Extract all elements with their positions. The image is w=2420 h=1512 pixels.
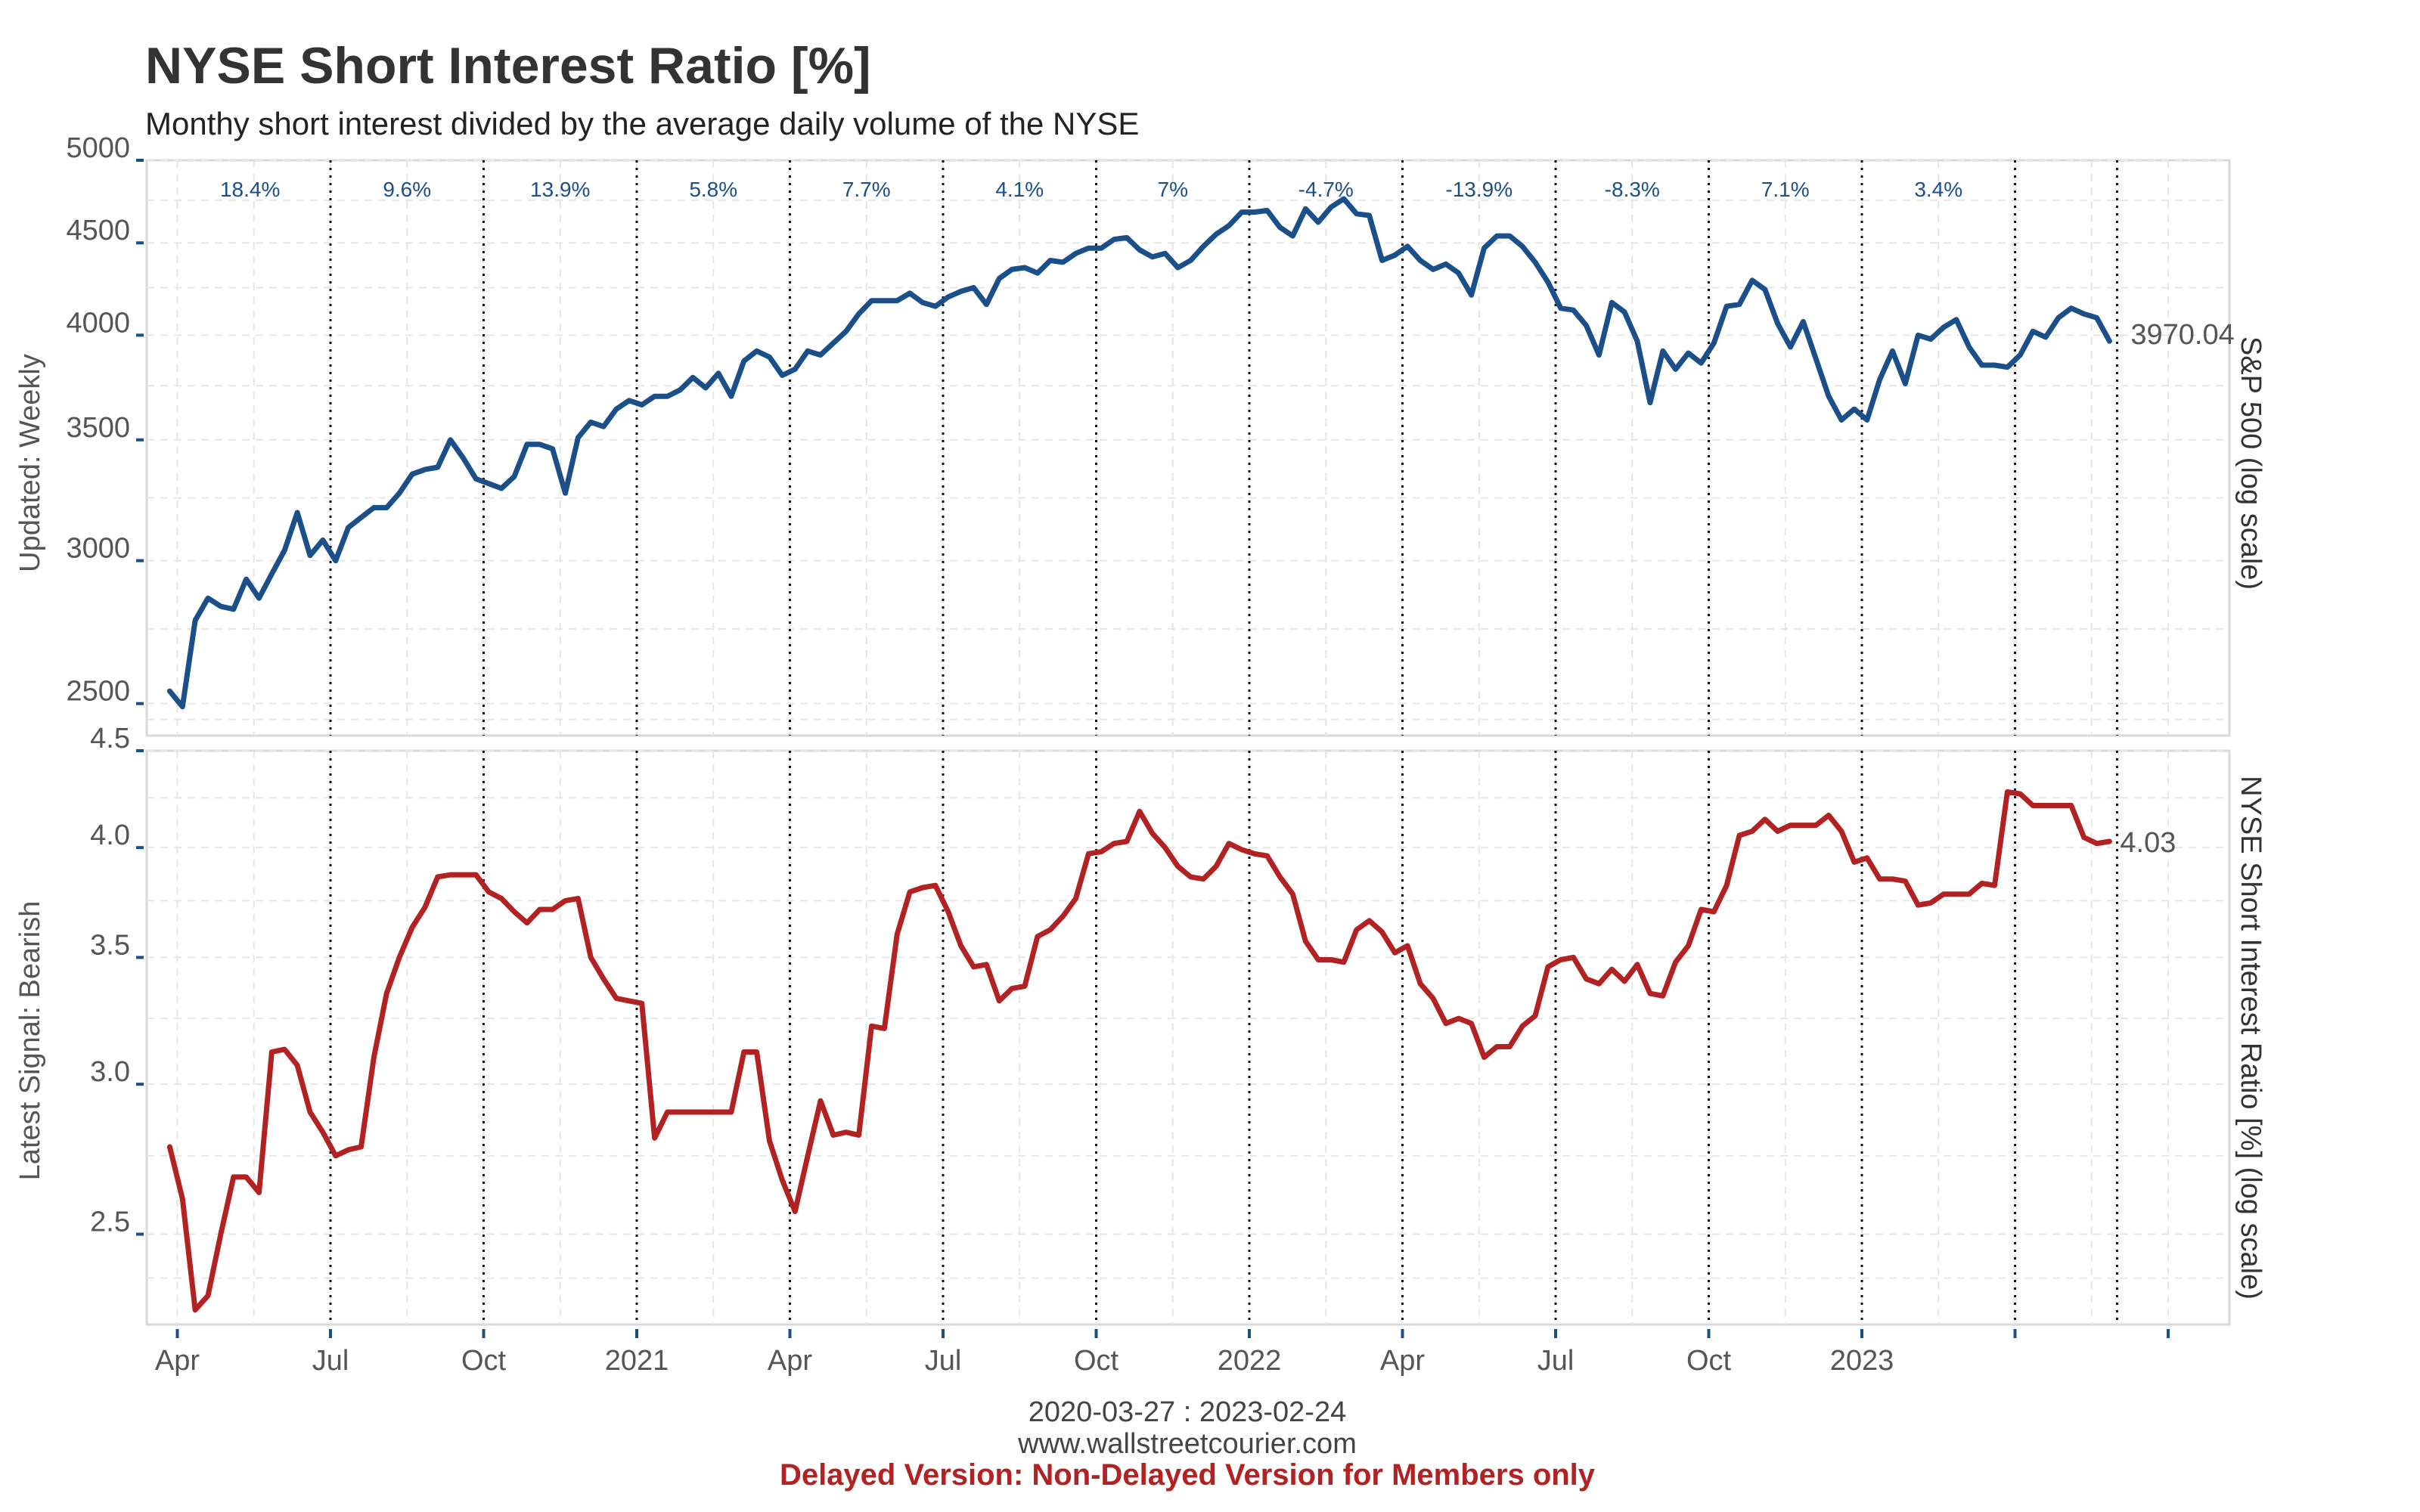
period-return-label: 7.1% bbox=[1761, 178, 1810, 201]
x-tick-label: 2023 bbox=[1830, 1345, 1894, 1377]
source-site-label: www.wallstreetcourier.com bbox=[1017, 1428, 1357, 1460]
x-axis: Apr Jul Oct 2021 Apr Jul Oct 2022 Apr Jul Oct 2023 bbox=[155, 1329, 2170, 1377]
bot-y-tick-label: 4.5 bbox=[90, 723, 130, 754]
period-return-label: 18.4% bbox=[220, 178, 280, 201]
bot-y-tick-label: 3.0 bbox=[90, 1056, 130, 1088]
x-tick-label: Apr bbox=[155, 1345, 200, 1377]
sp500-axis-title: S&P 500 (log scale) bbox=[2235, 336, 2266, 590]
bot-y-tick-label: 2.5 bbox=[90, 1207, 130, 1238]
period-return-label: 7% bbox=[1158, 178, 1188, 201]
sp500-last-value-label: 3970.04 bbox=[2130, 319, 2234, 351]
top-y-tick-label: 4500 bbox=[66, 215, 130, 246]
short-interest-gridlines bbox=[147, 750, 2229, 1325]
period-return-label: 4.1% bbox=[995, 178, 1044, 201]
short-interest-axis-title: NYSE Short Interest Ratio [%] (log scale… bbox=[2235, 776, 2266, 1300]
x-tick-label: Apr bbox=[768, 1345, 812, 1377]
date-range-label: 2020-03-27 : 2023-02-24 bbox=[1028, 1396, 1346, 1428]
period-return-label: 13.9% bbox=[530, 178, 590, 201]
short-interest-plot-frame bbox=[145, 749, 2231, 1326]
period-return-label: 5.8% bbox=[689, 178, 737, 201]
short-interest-last-value-label: 4.03 bbox=[2120, 827, 2176, 859]
x-tick-label: Oct bbox=[461, 1345, 507, 1377]
sp500-plot-frame bbox=[145, 159, 2231, 737]
x-tick-label: Oct bbox=[1074, 1345, 1119, 1377]
bot-y-tick-label: 4.0 bbox=[90, 820, 130, 851]
short-interest-y-axis: 2.5 3.0 3.5 4.0 4.5 bbox=[90, 723, 144, 1238]
sp500-period-lines bbox=[329, 160, 2118, 736]
chart-title: NYSE Short Interest Ratio [%] bbox=[145, 37, 871, 94]
period-return-label: 9.6% bbox=[383, 178, 431, 201]
top-y-tick-label: 3000 bbox=[66, 533, 130, 565]
period-return-label: -13.9% bbox=[1445, 178, 1512, 201]
short-interest-period-lines bbox=[329, 751, 2118, 1325]
delayed-version-notice: Delayed Version: Non-Delayed Version for… bbox=[780, 1458, 1596, 1492]
sp500-y-axis: 2500 3000 3500 4000 4500 5000 bbox=[66, 132, 144, 708]
x-tick-label: Oct bbox=[1686, 1345, 1732, 1377]
period-return-label: 7.7% bbox=[842, 178, 891, 201]
top-y-tick-label: 2500 bbox=[66, 676, 130, 708]
x-tick-label: Jul bbox=[312, 1345, 349, 1377]
top-y-tick-label: 5000 bbox=[66, 132, 130, 164]
chart-subtitle: Monthy short interest divided by the ave… bbox=[145, 106, 1139, 141]
x-tick-label: Jul bbox=[1537, 1345, 1575, 1377]
sp500-series-line bbox=[166, 196, 2112, 710]
update-frequency-label: Updated: Weekly bbox=[14, 354, 46, 572]
period-return-label: -8.3% bbox=[1605, 178, 1660, 201]
x-tick-label: 2022 bbox=[1218, 1345, 1282, 1377]
top-y-tick-label: 4000 bbox=[66, 307, 130, 339]
top-y-tick-label: 3500 bbox=[66, 412, 130, 444]
x-tick-label: Jul bbox=[925, 1345, 962, 1377]
latest-signal-label: Latest Signal: Bearish bbox=[14, 901, 46, 1181]
sp500-panel: 18.4% 9.6% 13.9% 5.8% 7.7% 4.1% 7% -4.7% -13.9% -… bbox=[14, 132, 2266, 737]
bot-y-tick-label: 3.5 bbox=[90, 929, 130, 961]
x-tick-label: 2021 bbox=[605, 1345, 669, 1377]
period-return-label: 3.4% bbox=[1914, 178, 1962, 201]
x-tick-label: Apr bbox=[1380, 1345, 1425, 1377]
short-interest-series-line bbox=[166, 789, 2112, 1313]
short-interest-panel: 2.5 3.0 3.5 4.0 4.5 4.03 Latest Signal: Bear… bbox=[14, 723, 2266, 1377]
